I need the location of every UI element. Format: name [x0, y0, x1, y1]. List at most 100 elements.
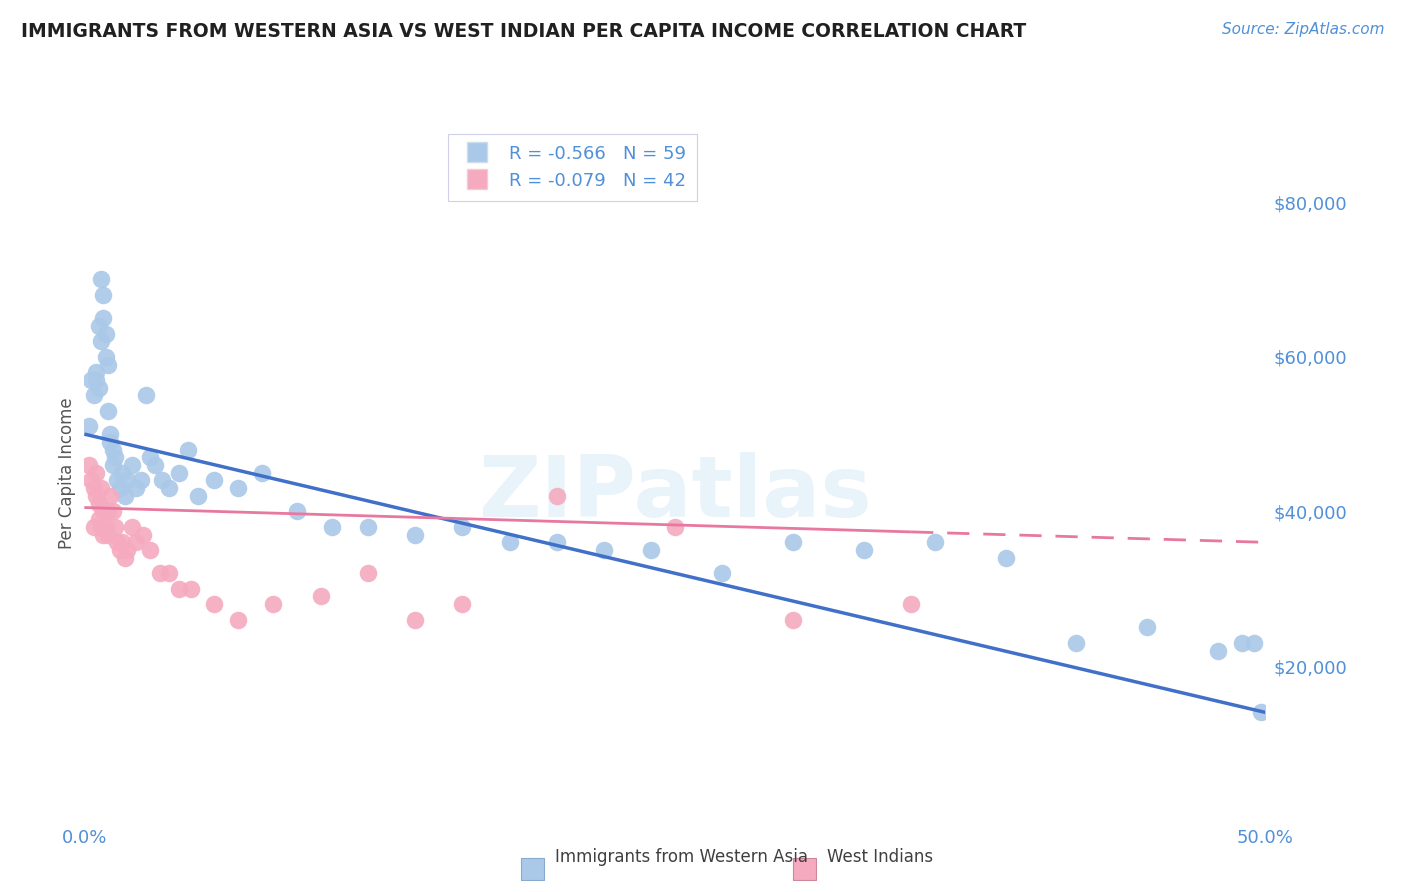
Point: [91, 311, 114, 326]
Point: [226, 613, 249, 627]
Text: IMMIGRANTS FROM WESTERN ASIA VS WEST INDIAN PER CAPITA INCOME CORRELATION CHART: IMMIGRANTS FROM WESTERN ASIA VS WEST IND…: [21, 22, 1026, 41]
Point: [115, 543, 138, 558]
Point: [97, 527, 120, 541]
Legend: R = -0.566   N = 59, R = -0.079   N = 42: R = -0.566 N = 59, R = -0.079 N = 42: [447, 134, 697, 201]
Point: [202, 474, 225, 488]
Text: West Indians: West Indians: [827, 848, 932, 866]
Point: [404, 613, 426, 627]
Point: [1066, 636, 1088, 650]
Point: [357, 520, 380, 534]
Point: [114, 550, 136, 565]
Point: [87, 497, 110, 511]
Point: [77, 458, 100, 472]
Point: [357, 566, 380, 581]
Point: [546, 489, 568, 503]
Point: [80, 373, 103, 387]
Point: [104, 520, 127, 534]
Point: [139, 543, 162, 558]
Point: [101, 458, 124, 472]
Point: [121, 520, 143, 534]
FancyBboxPatch shape: [793, 857, 815, 880]
Point: [129, 474, 152, 488]
Point: [1243, 636, 1265, 650]
Point: [177, 442, 200, 457]
Point: [108, 543, 131, 558]
Point: [114, 489, 136, 503]
Point: [115, 474, 138, 488]
Point: [451, 520, 474, 534]
Point: [97, 358, 120, 372]
Point: [1250, 706, 1272, 720]
Point: [90, 481, 112, 495]
Point: [84, 489, 107, 503]
Point: [852, 543, 875, 558]
Point: [664, 520, 686, 534]
Point: [94, 350, 117, 364]
Point: [167, 582, 190, 596]
Point: [157, 481, 180, 495]
Point: [94, 326, 117, 341]
Point: [83, 520, 105, 534]
Point: [1206, 643, 1229, 657]
Point: [84, 373, 107, 387]
Point: [87, 512, 110, 526]
Point: [111, 535, 134, 549]
Point: [309, 590, 332, 604]
Point: [98, 427, 121, 442]
Point: [167, 466, 190, 480]
Point: [135, 388, 157, 402]
Point: [91, 527, 114, 541]
Point: [202, 597, 225, 611]
Point: [90, 520, 112, 534]
Point: [90, 334, 112, 349]
Point: [321, 520, 343, 534]
Point: [157, 566, 180, 581]
Point: [139, 450, 162, 465]
Point: [111, 466, 134, 480]
Text: ZIPatlas: ZIPatlas: [478, 452, 872, 535]
Point: [640, 543, 662, 558]
FancyBboxPatch shape: [522, 857, 544, 880]
Point: [87, 318, 110, 333]
Point: [80, 474, 103, 488]
Point: [91, 288, 114, 302]
Point: [782, 535, 804, 549]
Text: Source: ZipAtlas.com: Source: ZipAtlas.com: [1222, 22, 1385, 37]
Point: [149, 566, 172, 581]
Point: [1230, 636, 1253, 650]
Point: [498, 535, 520, 549]
Point: [180, 582, 202, 596]
Point: [83, 388, 105, 402]
Point: [125, 535, 148, 549]
Point: [90, 272, 112, 286]
Point: [97, 404, 120, 418]
Point: [262, 597, 284, 611]
Point: [107, 474, 129, 488]
Point: [782, 613, 804, 627]
Point: [924, 535, 946, 549]
Point: [187, 489, 209, 503]
Point: [285, 504, 308, 518]
Point: [121, 458, 143, 472]
Point: [711, 566, 734, 581]
Point: [150, 474, 173, 488]
Point: [84, 466, 107, 480]
Point: [451, 597, 474, 611]
Point: [250, 466, 273, 480]
Point: [94, 520, 117, 534]
Point: [77, 419, 100, 434]
Point: [132, 527, 155, 541]
Point: [1136, 620, 1159, 634]
Point: [125, 481, 148, 495]
Point: [226, 481, 249, 495]
Point: [900, 597, 922, 611]
Point: [98, 489, 121, 503]
Point: [101, 442, 124, 457]
Point: [404, 527, 426, 541]
Point: [87, 381, 110, 395]
Point: [104, 450, 127, 465]
Point: [546, 535, 568, 549]
Point: [83, 481, 105, 495]
Point: [98, 434, 121, 449]
Point: [593, 543, 616, 558]
